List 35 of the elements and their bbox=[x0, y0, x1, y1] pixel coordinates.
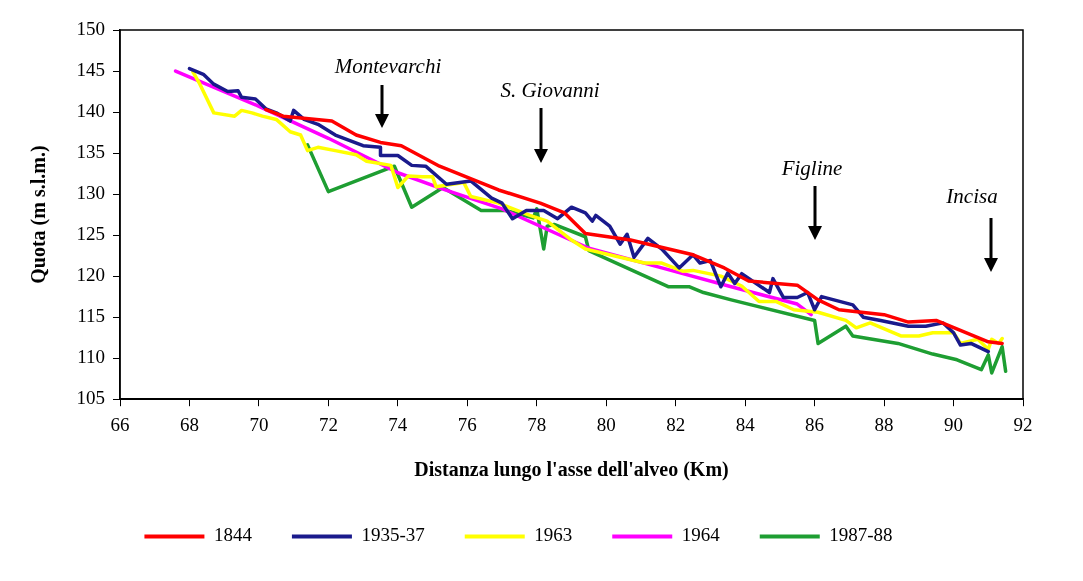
x-tick-label: 80 bbox=[596, 413, 616, 435]
legend-label: 1963 bbox=[534, 524, 573, 546]
x-tick-label: 78 bbox=[527, 413, 547, 435]
y-tick-label: 120 bbox=[76, 264, 105, 286]
x-tick-label: 90 bbox=[944, 413, 964, 435]
y-tick-label: 145 bbox=[76, 59, 105, 81]
x-tick-label: 92 bbox=[1013, 413, 1033, 435]
x-tick-label: 74 bbox=[388, 413, 408, 435]
y-tick-label: 130 bbox=[76, 182, 105, 204]
x-tick-label: 82 bbox=[666, 413, 686, 435]
annotation: Montevarchi bbox=[333, 54, 442, 79]
y-tick-label: 150 bbox=[76, 17, 105, 39]
x-tick-label: 66 bbox=[110, 413, 130, 435]
y-axis-title: Quota (m s.l.m.) bbox=[27, 145, 51, 284]
y-tick-label: 135 bbox=[76, 141, 105, 163]
x-tick-label: 88 bbox=[874, 413, 894, 435]
x-tick-label: 68 bbox=[179, 413, 199, 435]
x-tick-label: 86 bbox=[805, 413, 825, 435]
legend-label: 1987-88 bbox=[829, 524, 893, 546]
x-axis-title: Distanza lungo l'asse dell'alveo (Km) bbox=[414, 458, 729, 482]
annotation: S. Giovanni bbox=[500, 78, 600, 103]
legend-label: 1844 bbox=[213, 524, 253, 546]
legend-label: 1964 bbox=[681, 524, 721, 546]
y-tick-label: 140 bbox=[76, 100, 105, 122]
y-tick-label: 105 bbox=[76, 387, 105, 409]
annotation: Figline bbox=[780, 156, 843, 181]
x-tick-label: 84 bbox=[735, 413, 756, 435]
legend-label: 1935-37 bbox=[361, 524, 425, 546]
y-tick-label: 110 bbox=[77, 346, 105, 368]
x-tick-label: 70 bbox=[249, 413, 269, 435]
x-tick-label: 72 bbox=[318, 413, 338, 435]
x-tick-label: 76 bbox=[457, 413, 477, 435]
y-tick-label: 125 bbox=[76, 223, 105, 245]
annotation: Incisa bbox=[945, 184, 998, 209]
y-tick-label: 115 bbox=[77, 305, 105, 327]
